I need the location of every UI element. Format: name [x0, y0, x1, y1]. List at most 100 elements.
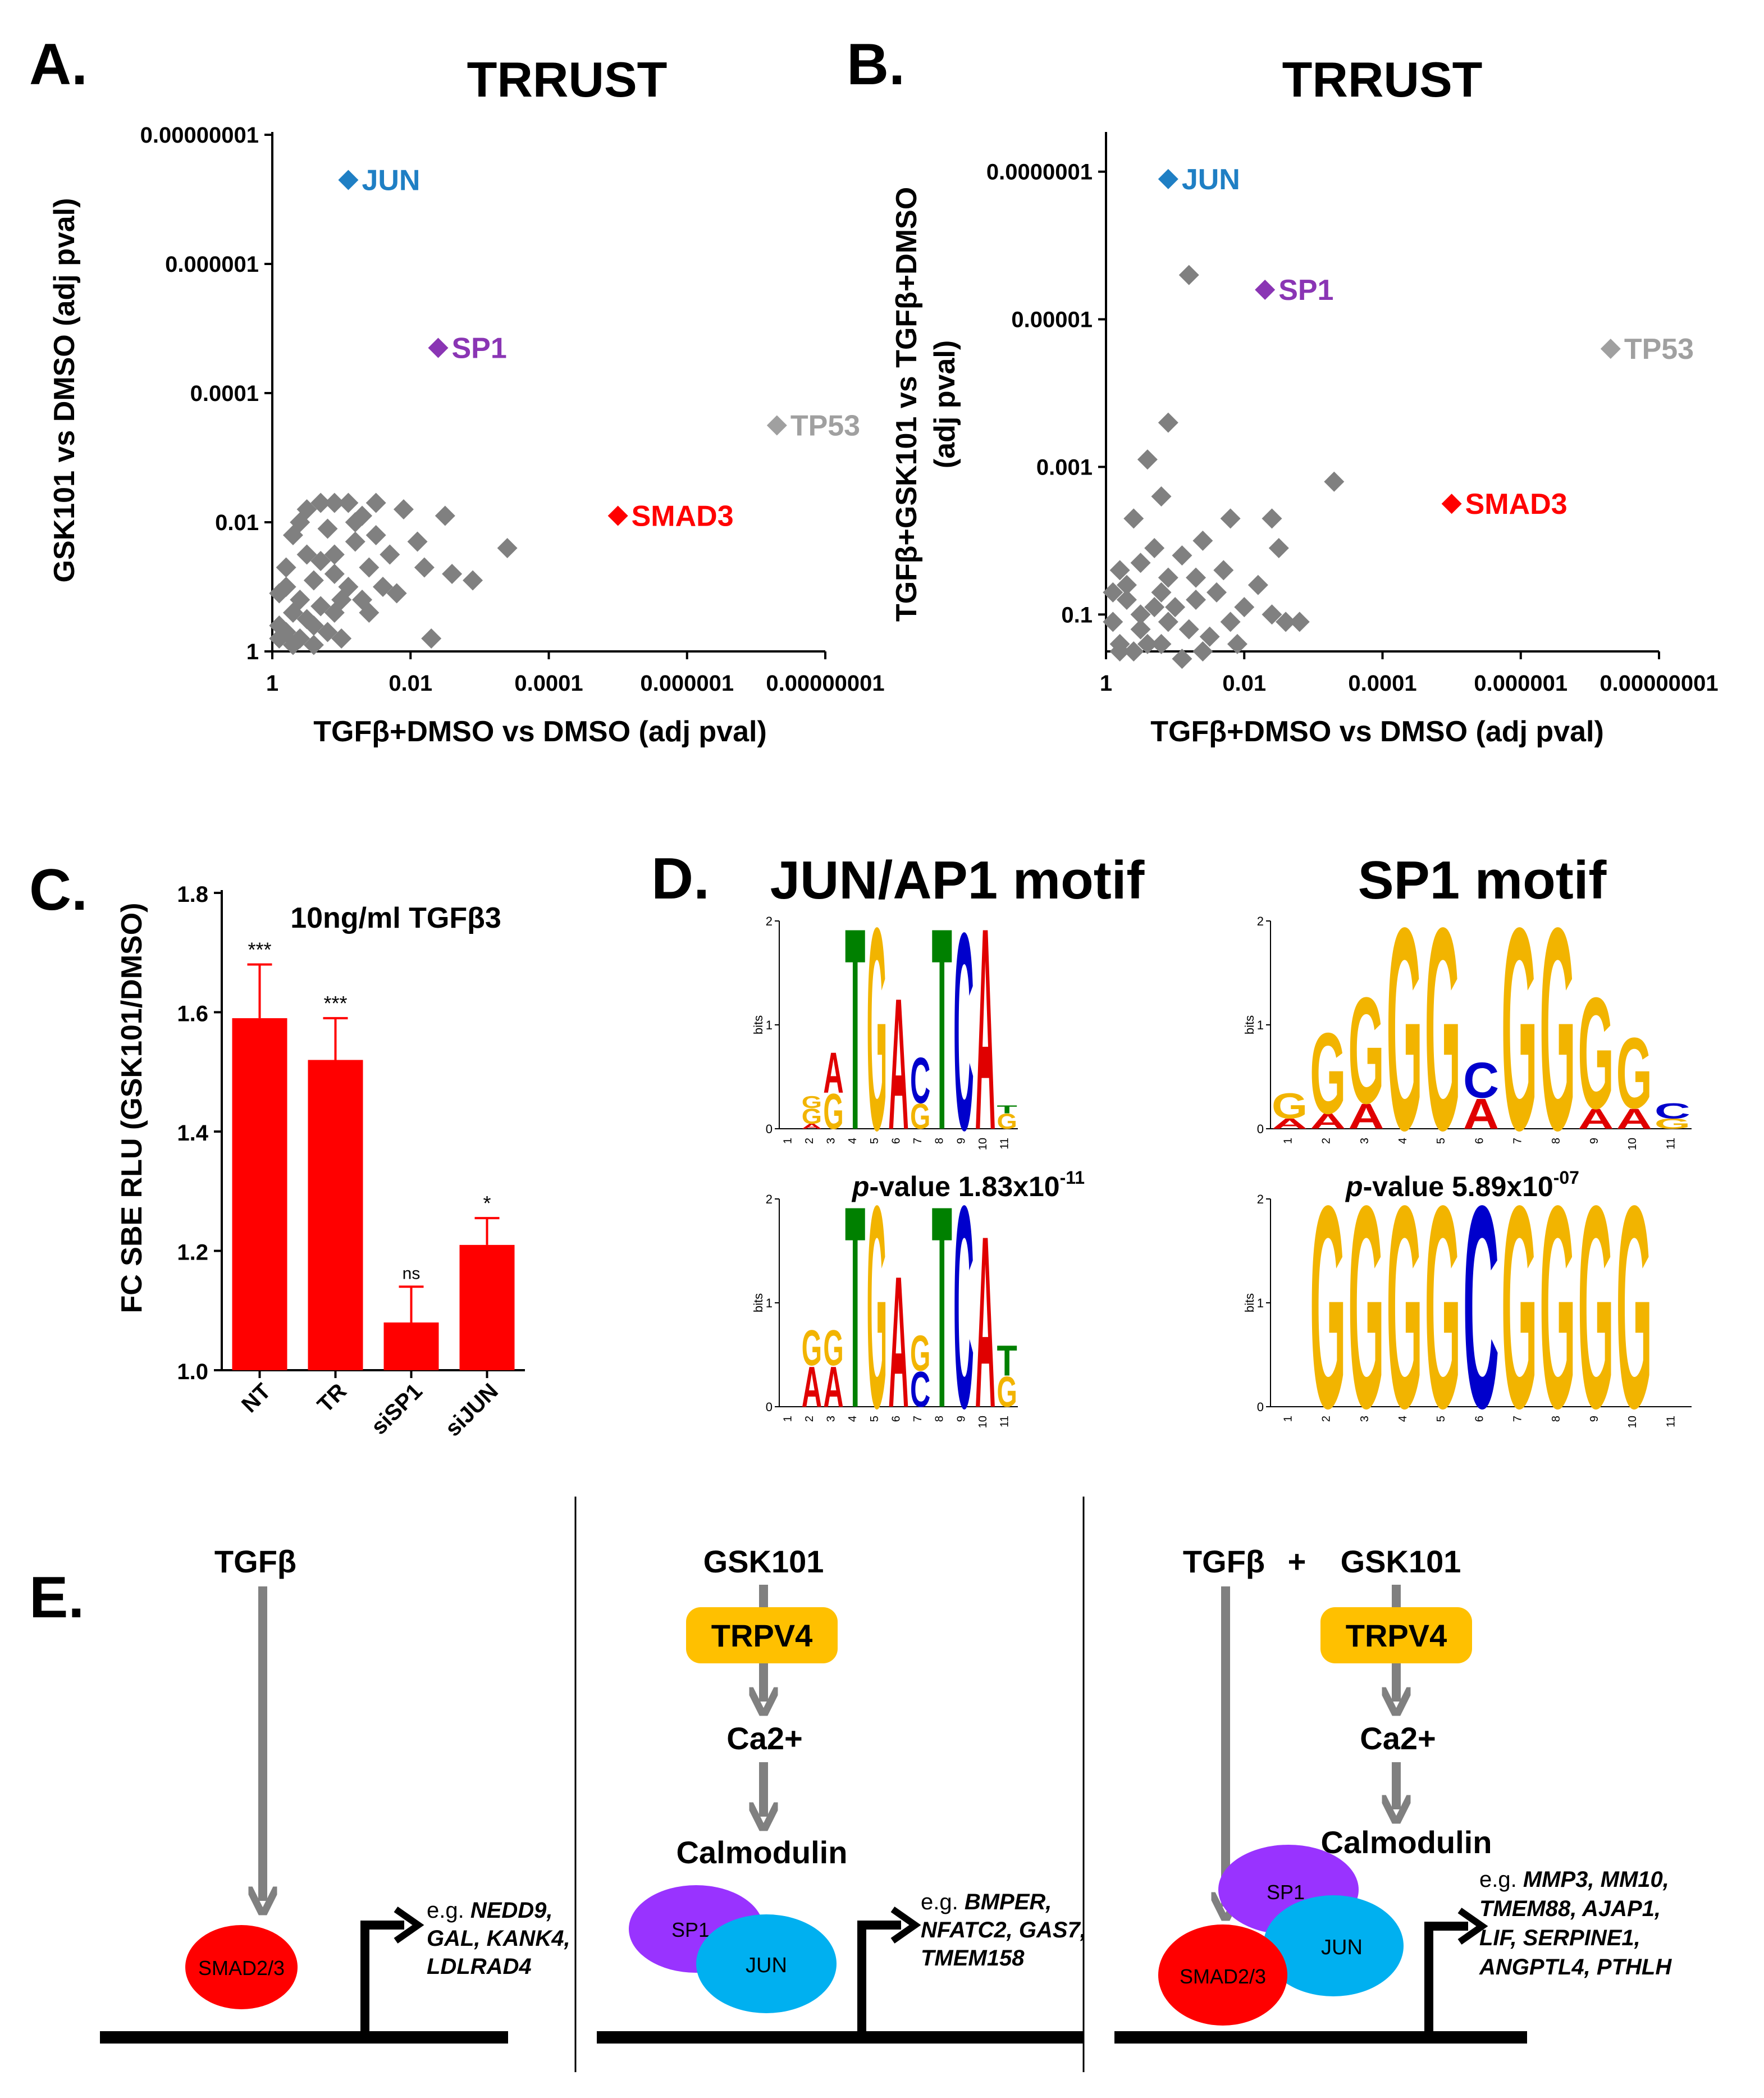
- panel-a-xlabel: TGFβ+DMSO vs DMSO (adj pval): [313, 715, 767, 748]
- logo-letter-a: A: [823, 1041, 843, 1105]
- sp1-pvalue-exp: -07: [1553, 1167, 1579, 1188]
- logo-letter-g: G: [1348, 1146, 1384, 1468]
- logo-position-label: 9: [1588, 1138, 1601, 1144]
- panel-b: B. TRRUST 1 0.01 0.0001 0.000001 0.00000001 0…: [847, 32, 1719, 748]
- logo-letter-g: G: [823, 1320, 843, 1376]
- background-point: [1137, 449, 1158, 470]
- logo-y-tick-label: 2: [1257, 1192, 1264, 1206]
- genes-right-first: MMP3, MM10,: [1523, 1867, 1669, 1892]
- genes-left-first: NEDD9,: [470, 1898, 553, 1923]
- background-point: [386, 583, 407, 604]
- logo-position-label: 5: [869, 1138, 881, 1144]
- panel-letter-d: D.: [651, 846, 710, 911]
- background-point: [380, 544, 400, 565]
- x-tick-label: 0.00000001: [766, 671, 884, 696]
- point-sp1: [1255, 280, 1276, 300]
- tss-arrowhead-right: [1457, 1908, 1488, 1945]
- scatter-plot-a: 1 0.01 0.0001 0.000001 0.00000001 1 0.01 0.0001…: [140, 123, 885, 696]
- logo-position-label: 11: [999, 1138, 1011, 1150]
- panel-a: A. TRRUST 1 0.01 0.0001 0.000001 0.000000011…: [29, 32, 885, 748]
- background-point: [1262, 604, 1282, 625]
- panel-a-title: TRRUST: [467, 52, 668, 107]
- logo-letter-t: T: [845, 1146, 865, 1468]
- panel-c-ylabel: FC SBE RLU (GSK101/DMSO): [116, 903, 148, 1313]
- background-point: [365, 492, 386, 513]
- point-jun: [338, 170, 359, 190]
- x-tick-label: 0.000001: [640, 671, 734, 696]
- background-point: [1213, 560, 1234, 581]
- plus-label: +: [1288, 1544, 1306, 1579]
- logo-position-label: 6: [890, 1416, 902, 1422]
- logo-y-tick-label: 2: [766, 1192, 773, 1206]
- x-tick-label: 0.0001: [1348, 671, 1416, 696]
- logo-position-label: 6: [890, 1138, 902, 1144]
- background-point: [1186, 590, 1207, 610]
- logo-letter-a: A: [823, 1355, 843, 1420]
- logo-position-label: 5: [869, 1416, 881, 1422]
- sp1-label-middle: SP1: [671, 1918, 710, 1941]
- logo-position-label: 1: [1282, 1416, 1295, 1422]
- logo-position-label: 9: [955, 1416, 967, 1422]
- background-point: [1199, 626, 1220, 647]
- logo-letter-a: A: [1578, 1103, 1614, 1135]
- scatter-plot-b: 1 0.01 0.0001 0.000001 0.00000001 0.1 0.001 0.0…: [986, 132, 1719, 696]
- background-point: [324, 564, 345, 584]
- logo-position-label: 10: [977, 1416, 989, 1428]
- background-point: [338, 492, 359, 513]
- logo-letter-c: C: [1655, 1099, 1690, 1123]
- x-tick-label-sijun: siJUN: [441, 1379, 503, 1441]
- logo-letter-t: T: [932, 868, 952, 1190]
- background-point: [303, 570, 324, 591]
- background-point: [345, 512, 365, 532]
- logo-position-label: 11: [999, 1416, 1011, 1427]
- logo-position-label: 3: [1359, 1138, 1371, 1144]
- logo-position-label: 7: [912, 1416, 924, 1422]
- logo-letter-g: G: [1539, 868, 1575, 1190]
- logo-y-tick-label: 0: [766, 1122, 773, 1136]
- background-point: [1324, 471, 1345, 492]
- background-point: [1220, 508, 1241, 529]
- y-tick-label: 0.001: [1036, 455, 1093, 480]
- y-tick-label: 1.6: [177, 1002, 208, 1027]
- background-point: [1130, 604, 1151, 625]
- sp1-pvalue: p-value 5.89x10-07: [1345, 1167, 1579, 1202]
- background-point: [1207, 582, 1227, 603]
- y-tick-label: 0.000001: [165, 252, 259, 277]
- point-label-tp53: TP53: [1624, 333, 1694, 366]
- background-point: [324, 492, 345, 513]
- tss-arrow-right: [1424, 1922, 1468, 2037]
- tss-arrow-middle: [857, 1921, 901, 2037]
- calmodulin-label: Calmodulin: [677, 1835, 848, 1870]
- logo-position-label: 3: [825, 1138, 838, 1144]
- panel-b-ylabel-line1: TGFβ+GSK101 vs TGFβ+DMSO: [890, 187, 923, 622]
- genes-middle-first: BMPER,: [965, 1890, 1052, 1914]
- background-point: [1178, 264, 1199, 285]
- background-point: [1158, 567, 1178, 588]
- genes-middle-line2: NFATC2, GAS7,: [921, 1918, 1086, 1942]
- genes-middle-prefix: e.g.: [921, 1890, 965, 1914]
- background-point: [310, 596, 331, 617]
- pathway-tgfb: TGFβ SMAD2/3 e.g. NEDD9, GAL, KANK4, LDL…: [100, 1544, 570, 2044]
- background-point: [1130, 619, 1151, 640]
- logo-y-tick-label: 1: [766, 1018, 773, 1032]
- sp1-motif-title: SP1 motif: [1358, 850, 1607, 910]
- x-tick-label-nt: NT: [237, 1379, 276, 1417]
- logo-y-tick-label: 0: [1257, 1122, 1264, 1136]
- panel-letter-b: B.: [847, 32, 905, 97]
- point-tp53: [1600, 339, 1621, 359]
- background-point: [1234, 597, 1255, 618]
- tss-arrow-left: [360, 1921, 404, 2037]
- logo-letter-g: G: [823, 1084, 843, 1140]
- jun-label-right: JUN: [1321, 1936, 1363, 1959]
- logo-letter-a: A: [888, 959, 908, 1169]
- background-point: [1144, 597, 1165, 618]
- background-point: [331, 628, 352, 649]
- logo-position-label: 8: [1550, 1138, 1562, 1144]
- background-point: [359, 603, 380, 623]
- point-label-smad3: SMAD3: [1465, 488, 1568, 521]
- background-point: [1151, 486, 1172, 507]
